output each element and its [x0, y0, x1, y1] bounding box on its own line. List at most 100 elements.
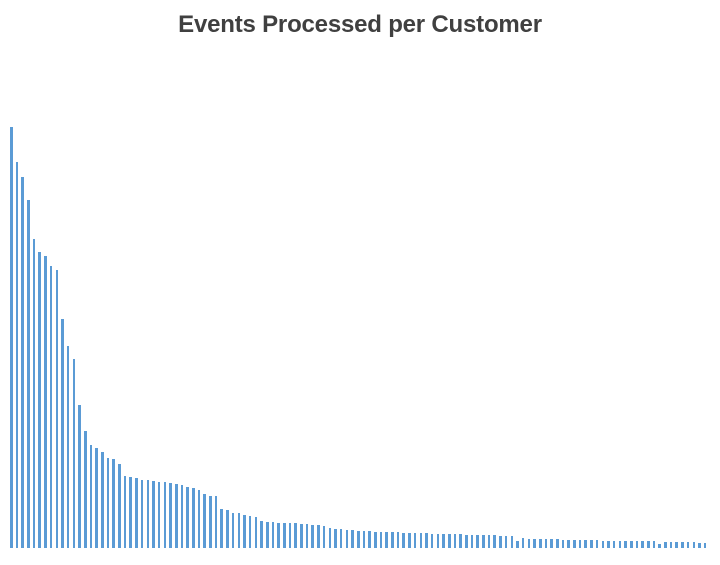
bar — [703, 543, 707, 548]
bar — [21, 177, 24, 548]
bar — [146, 480, 150, 548]
bar — [32, 239, 36, 548]
bar — [328, 528, 332, 548]
bar — [419, 533, 423, 548]
bar — [248, 516, 252, 548]
bar — [95, 448, 98, 548]
bar — [402, 532, 406, 548]
bar — [664, 541, 667, 548]
bar — [174, 484, 178, 548]
bar — [311, 524, 315, 548]
chart-title: Events Processed per Customer — [178, 11, 542, 38]
bar — [556, 539, 559, 548]
bar — [226, 510, 229, 548]
bar — [237, 513, 241, 548]
bar — [305, 524, 309, 548]
bar — [89, 445, 93, 548]
bar — [629, 541, 633, 548]
bar — [214, 496, 218, 548]
bar — [675, 541, 679, 548]
bar — [436, 533, 440, 548]
bar — [123, 476, 127, 548]
bar — [482, 535, 485, 548]
bar — [692, 542, 696, 548]
bar — [561, 539, 565, 548]
bar — [499, 535, 502, 548]
bar — [44, 256, 47, 548]
bar — [317, 525, 320, 548]
bar — [510, 536, 514, 548]
bar — [294, 523, 297, 548]
bar — [413, 533, 417, 548]
bar — [578, 540, 582, 548]
bar — [106, 458, 110, 548]
bar — [476, 535, 479, 548]
bar — [197, 490, 201, 548]
bar — [186, 487, 189, 548]
bar — [504, 535, 508, 548]
bar — [243, 515, 246, 548]
bar — [152, 481, 155, 548]
bar — [49, 266, 53, 548]
bar — [470, 534, 474, 548]
bar — [203, 494, 206, 548]
bar — [345, 529, 349, 548]
bar — [652, 541, 656, 548]
bar — [516, 541, 519, 548]
bar — [220, 509, 224, 548]
bar — [265, 521, 269, 548]
bar — [641, 541, 644, 548]
bar — [487, 535, 491, 548]
bar — [83, 431, 87, 548]
bar — [10, 127, 13, 548]
bar — [544, 539, 548, 548]
bar — [447, 534, 451, 548]
bar — [66, 346, 70, 548]
bar — [356, 530, 360, 548]
bar — [533, 538, 536, 548]
bar — [322, 525, 326, 548]
bar — [584, 540, 588, 548]
bar — [129, 477, 133, 548]
bar-plot-area — [10, 127, 708, 548]
bar — [374, 531, 377, 548]
bar — [260, 521, 263, 548]
bar — [647, 541, 650, 548]
bar — [101, 452, 104, 548]
bar — [283, 522, 286, 548]
bar — [624, 540, 627, 548]
bar — [112, 459, 115, 548]
bar — [135, 478, 138, 548]
bar — [72, 359, 76, 548]
bar — [698, 542, 701, 548]
bar — [15, 162, 19, 548]
bar — [334, 528, 337, 548]
bar — [618, 540, 622, 548]
bar — [612, 540, 616, 548]
bar — [38, 252, 42, 548]
bar — [362, 531, 366, 548]
bar — [163, 482, 167, 548]
bar — [686, 542, 690, 548]
bar — [493, 535, 497, 548]
bar — [385, 532, 388, 548]
bar — [271, 522, 275, 548]
bar — [396, 532, 400, 548]
bar — [157, 482, 161, 548]
bar — [459, 534, 462, 548]
bar — [658, 543, 661, 548]
bar — [635, 541, 639, 548]
bar — [527, 538, 531, 548]
bar — [351, 530, 354, 548]
bar — [61, 319, 64, 548]
bar — [425, 533, 428, 548]
bar — [180, 485, 184, 548]
bar — [300, 523, 303, 548]
bar — [607, 540, 610, 548]
bar — [254, 517, 258, 548]
bar — [595, 540, 599, 548]
bar — [368, 531, 371, 548]
bar — [288, 523, 292, 548]
bar — [192, 488, 195, 548]
bar — [465, 534, 468, 548]
